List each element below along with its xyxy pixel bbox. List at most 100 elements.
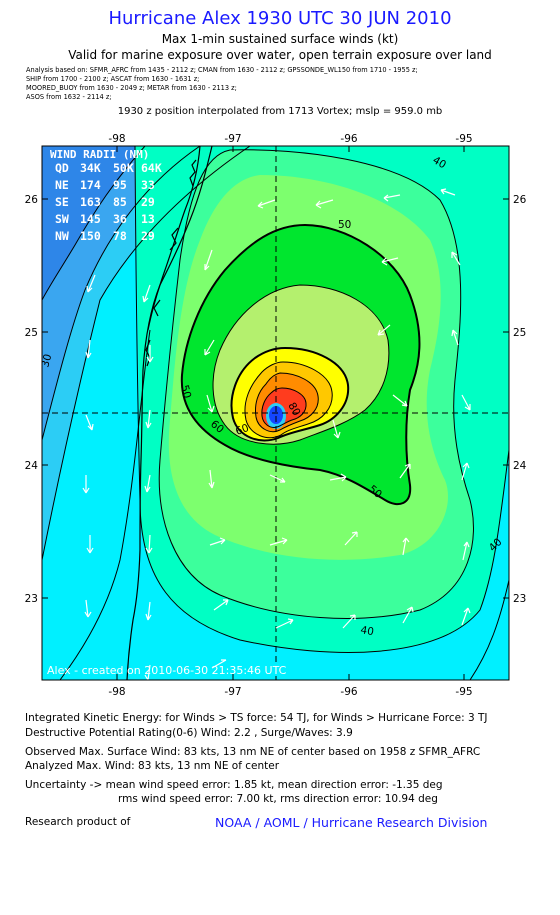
wind-arrow bbox=[86, 274, 96, 293]
wind-arrow bbox=[209, 537, 226, 546]
subtitle-exposure: Valid for marine exposure over water, op… bbox=[68, 48, 492, 62]
lat-tick-label: 26 bbox=[513, 194, 527, 206]
wind-arrow bbox=[206, 394, 215, 413]
page-title: Hurricane Alex 1930 UTC 30 JUN 2010 bbox=[108, 8, 452, 29]
lat-tick-label: 25 bbox=[513, 327, 526, 339]
wind-arrow bbox=[451, 329, 459, 346]
lon-tick-label: -95 bbox=[455, 133, 472, 145]
contour-80 bbox=[261, 387, 307, 428]
lon-ticks-top: -98 -97 -96 -95 bbox=[108, 133, 472, 145]
analyzed-max-text: Analyzed Max. Wind: 83 kts, 13 nm NE of … bbox=[25, 760, 280, 772]
wind-arrow bbox=[145, 534, 153, 554]
center-crosshair bbox=[42, 146, 509, 680]
watermark: Alex - created on 2010-06-30 21:35:46 UT… bbox=[47, 664, 287, 677]
contour-label: 80 bbox=[285, 401, 302, 419]
wind-arrow bbox=[402, 537, 410, 556]
wind-arrow bbox=[213, 599, 229, 611]
lat-tick-label: 24 bbox=[513, 460, 527, 472]
wind-arrow bbox=[204, 249, 213, 271]
interpolation-note: 1930 z position interpolated from 1713 V… bbox=[117, 106, 443, 117]
analysis-line-1: Analysis based on: SFMR_AFRC from 1435 -… bbox=[26, 66, 418, 74]
contour-label: 60 bbox=[234, 422, 251, 438]
contour-45 bbox=[158, 149, 474, 619]
lon-ticks-bottom: -98 -97 -96 -95 bbox=[108, 686, 472, 698]
wind-arrow bbox=[461, 607, 471, 626]
lon-tick-label: -97 bbox=[224, 133, 241, 145]
wind-arrow bbox=[269, 537, 288, 546]
ike-text: Integrated Kinetic Energy: for Winds > T… bbox=[25, 712, 488, 724]
wind-arrow bbox=[315, 199, 334, 209]
lat-ticks-right: 26 25 24 23 bbox=[513, 194, 527, 605]
tick-marks bbox=[42, 146, 509, 680]
uncertainty-mean-text: Uncertainty -> mean wind speed error: 1.… bbox=[25, 779, 443, 791]
wind-arrow bbox=[85, 414, 94, 431]
wind-map: 30 40 40 40 50 50 50 60 60 80 WIND RADII… bbox=[25, 133, 527, 698]
lon-tick-label: -96 bbox=[340, 686, 357, 698]
wind-radii-row: NW 150 78 29 bbox=[55, 229, 155, 243]
contour-55 bbox=[212, 284, 390, 445]
lat-tick-label: 23 bbox=[513, 593, 526, 605]
observed-max-text: Observed Max. Surface Wind: 83 kts, 13 n… bbox=[25, 746, 481, 758]
research-product-label: Research product of bbox=[25, 816, 131, 828]
contour-50 bbox=[180, 223, 421, 506]
wind-radii-header: QD 34K 50K 64K bbox=[55, 161, 162, 175]
lat-tick-label: 23 bbox=[25, 593, 38, 605]
contour-label: 40 bbox=[359, 624, 374, 638]
wind-arrow bbox=[142, 284, 151, 303]
analysis-line-2: SHIP from 1700 - 2100 z; ASCAT from 1630… bbox=[26, 75, 200, 83]
eye-core bbox=[269, 406, 283, 424]
wind-arrow bbox=[144, 474, 151, 493]
lat-tick-label: 24 bbox=[25, 460, 39, 472]
contour-75 bbox=[255, 372, 319, 433]
wind-arrow bbox=[144, 664, 151, 680]
lat-tick-label: 25 bbox=[25, 327, 38, 339]
contour-label: 50 bbox=[338, 219, 351, 231]
wind-arrow bbox=[269, 474, 286, 483]
wind-radii-table: WIND RADII (NM) QD 34K 50K 64K NE 174 95 33 SE… bbox=[50, 148, 162, 243]
coastline-detail bbox=[145, 159, 197, 367]
wind-radii-row: SW 145 36 13 bbox=[55, 212, 155, 226]
contour-30 bbox=[42, 146, 201, 441]
wind-radii-title: WIND RADII (NM) bbox=[50, 148, 149, 161]
wind-vectors bbox=[82, 188, 471, 680]
wind-arrow bbox=[85, 339, 92, 359]
wind-arrow bbox=[82, 475, 90, 494]
wind-radii-row: NE 174 95 33 bbox=[55, 178, 155, 192]
analysis-line-4: ASOS from 1632 - 2114 z; bbox=[26, 93, 112, 101]
wind-arrow bbox=[84, 599, 92, 618]
wind-arrow bbox=[440, 188, 456, 196]
wind-arrow bbox=[342, 614, 356, 629]
wind-arrow bbox=[146, 345, 154, 363]
wind-arrow bbox=[275, 618, 294, 629]
lat-tick-label: 26 bbox=[25, 194, 39, 206]
coastline-mainland bbox=[126, 146, 213, 680]
dpr-text: Destructive Potential Rating(0-6) Wind: … bbox=[25, 727, 353, 739]
contour-label: 30 bbox=[39, 353, 54, 369]
wind-arrow bbox=[377, 324, 391, 336]
lon-tick-label: -98 bbox=[108, 133, 125, 145]
wind-arrow bbox=[399, 463, 411, 479]
wind-arrow bbox=[211, 659, 227, 669]
coastline-barrier-island bbox=[147, 146, 201, 331]
wind-arrow bbox=[208, 469, 215, 489]
contour-40 bbox=[134, 146, 509, 653]
contour-25 bbox=[42, 146, 146, 301]
lat-ticks-left: 26 25 24 23 bbox=[25, 194, 39, 605]
uncertainty-rms-text: rms wind speed error: 7.00 kt, rms direc… bbox=[118, 793, 438, 805]
wind-arrow bbox=[381, 257, 399, 266]
analysis-line-3: MOORED_BUOY from 1630 - 2049 z; METAR fr… bbox=[26, 84, 237, 92]
lon-tick-label: -95 bbox=[455, 686, 472, 698]
wind-arrow bbox=[451, 251, 461, 266]
wind-arrow bbox=[257, 199, 276, 209]
contour-35 bbox=[42, 146, 251, 561]
wind-arrow bbox=[332, 419, 341, 439]
wind-field: 30 40 40 40 50 50 50 60 60 80 WIND RADII… bbox=[39, 146, 509, 680]
lon-tick-label: -98 bbox=[108, 686, 125, 698]
contour-label: 40 bbox=[431, 154, 449, 171]
wind-arrow bbox=[383, 194, 401, 202]
wind-arrow bbox=[145, 601, 152, 621]
org-link[interactable]: NOAA / AOML / Hurricane Research Divisio… bbox=[215, 815, 488, 830]
wind-arrow bbox=[329, 473, 347, 482]
wind-arrow bbox=[392, 394, 408, 407]
lon-tick-label: -96 bbox=[340, 133, 357, 145]
